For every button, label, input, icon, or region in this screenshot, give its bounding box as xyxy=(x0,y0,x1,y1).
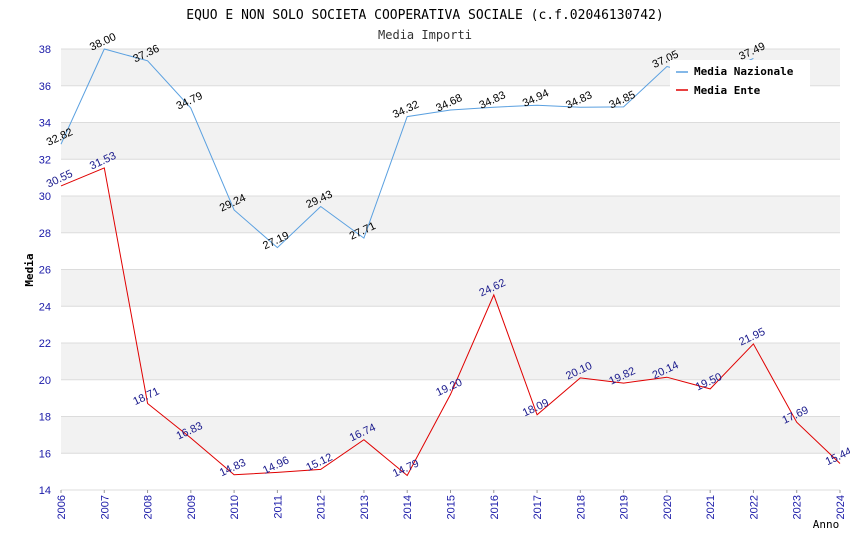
grid-bands xyxy=(61,49,840,490)
x-tick-label: 2020 xyxy=(662,495,674,519)
x-tick-label: 2024 xyxy=(835,495,847,519)
y-tick-label: 32 xyxy=(39,154,51,166)
y-axis-label: Media xyxy=(23,253,36,286)
x-tick-label: 2013 xyxy=(359,495,371,519)
y-tick-label: 24 xyxy=(39,301,51,313)
grid-band xyxy=(61,269,840,307)
y-tick-label: 20 xyxy=(39,375,51,387)
series-group xyxy=(60,48,841,477)
x-tick-label: 2009 xyxy=(186,495,198,519)
y-tick-label: 28 xyxy=(39,228,51,240)
y-tick-label: 30 xyxy=(39,191,51,203)
x-tick-label: 2017 xyxy=(532,495,544,519)
x-tick-label: 2019 xyxy=(619,495,631,519)
x-tick-label: 2010 xyxy=(229,495,241,519)
x-axis-label: Anno xyxy=(813,518,840,531)
x-tick-label: 2018 xyxy=(575,495,587,519)
x-tick-label: 2022 xyxy=(748,495,760,519)
grid-band xyxy=(61,159,840,196)
x-tick-label: 2016 xyxy=(489,495,501,519)
grid-band xyxy=(61,379,840,417)
x-tick-label: 2023 xyxy=(792,495,804,519)
x-tick-label: 2006 xyxy=(56,495,68,519)
legend: Media Nazionale Media Ente xyxy=(670,60,810,102)
x-axis-ticks: 2006 2007 2008 2009 2010 2011 2012 2013 2014 2015… xyxy=(56,490,847,519)
x-tick-label: 2008 xyxy=(143,495,155,519)
series-line-nazionale xyxy=(60,48,754,249)
grid-band xyxy=(61,122,840,160)
y-tick-label: 14 xyxy=(39,485,51,497)
legend-label-nazionale: Media Nazionale xyxy=(694,65,794,78)
y-tick-label: 34 xyxy=(39,118,51,130)
grid-band xyxy=(61,196,840,233)
chart-title: EQUO E NON SOLO SOCIETA COOPERATIVA SOCI… xyxy=(186,8,663,23)
x-tick-label: 2007 xyxy=(99,495,111,519)
y-tick-label: 22 xyxy=(39,338,51,350)
legend-label-ente: Media Ente xyxy=(694,84,761,97)
grid-band xyxy=(61,453,840,490)
grid-band xyxy=(61,343,840,380)
x-tick-label: 2015 xyxy=(446,495,458,519)
chart-subtitle: Media Importi xyxy=(378,28,472,42)
grid-band xyxy=(61,306,840,343)
y-tick-label: 18 xyxy=(39,412,51,424)
y-tick-label: 26 xyxy=(39,265,51,277)
grid-band xyxy=(61,232,840,270)
series-line-ente xyxy=(60,167,841,477)
y-tick-label: 16 xyxy=(39,448,51,460)
x-tick-label: 2012 xyxy=(316,495,328,519)
x-tick-label: 2014 xyxy=(402,495,414,519)
x-tick-label: 2021 xyxy=(705,495,717,519)
y-tick-label: 36 xyxy=(39,81,51,93)
legend-box xyxy=(670,60,810,102)
y-axis-ticks: 14 16 18 20 22 24 26 28 30 32 34 36 38 xyxy=(39,44,51,497)
grid-band xyxy=(61,416,840,454)
x-tick-label: 2011 xyxy=(272,495,284,519)
y-tick-label: 38 xyxy=(39,44,51,56)
